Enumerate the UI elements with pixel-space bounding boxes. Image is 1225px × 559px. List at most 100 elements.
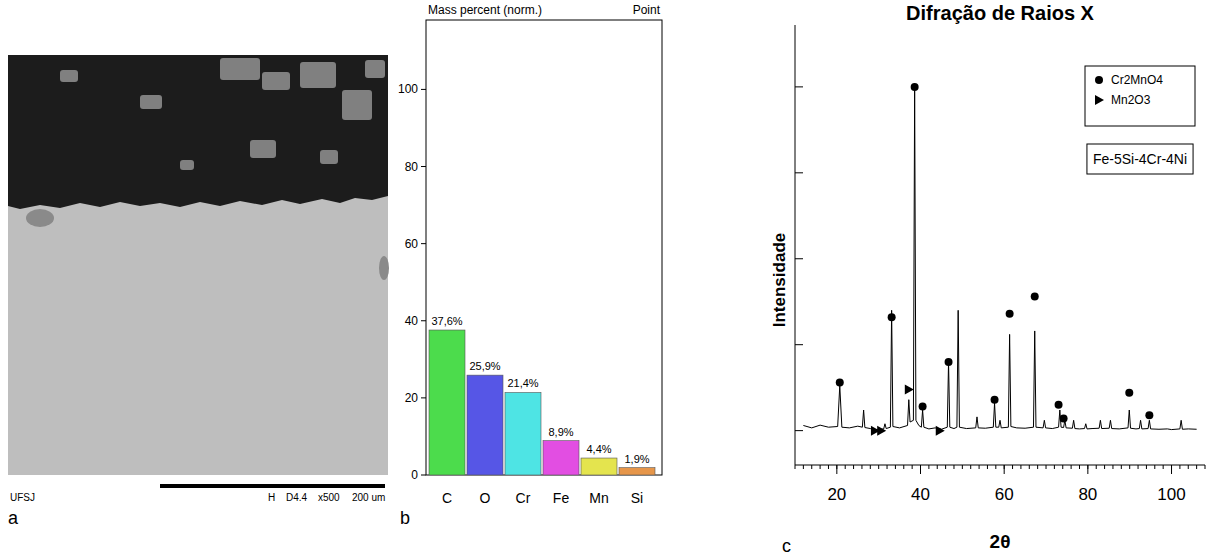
panel-label: a <box>8 508 19 528</box>
minor-tick <box>887 465 888 469</box>
minor-tick <box>1029 465 1030 469</box>
y-tick <box>795 430 803 431</box>
y-tick <box>795 258 803 259</box>
y-tick <box>795 86 803 87</box>
minor-tick <box>878 465 879 469</box>
x-tick-label: Mn <box>589 490 608 506</box>
y-tick-label: 80 <box>405 160 419 174</box>
phase-marker <box>877 426 886 436</box>
minor-tick <box>1012 465 1013 469</box>
minor-tick <box>979 465 980 469</box>
annotation-box <box>1087 144 1193 174</box>
legend-label: Mn2O3 <box>1111 93 1151 107</box>
minor-tick <box>1054 465 1055 469</box>
footer <box>8 475 388 505</box>
data-label: 8,9% <box>548 426 573 438</box>
oxide-grain <box>320 150 338 164</box>
y-tick <box>421 89 426 90</box>
y-tick <box>421 475 426 476</box>
title: Mass percent (norm.) <box>428 3 542 17</box>
phase-marker <box>945 358 953 366</box>
x-tick-label: 40 <box>911 485 930 504</box>
legend-box <box>1085 66 1195 126</box>
x-tick-label: Fe <box>553 490 570 506</box>
x-tick-label: 80 <box>1078 485 1097 504</box>
minor-tick <box>1096 465 1097 469</box>
oxide-grain <box>342 90 372 120</box>
minor-tick <box>795 465 796 469</box>
minor-tick <box>1112 465 1113 469</box>
minor-tick <box>912 465 913 469</box>
phase-marker <box>1060 415 1068 423</box>
minor-tick <box>803 465 804 469</box>
minor-tick <box>811 465 812 469</box>
minor-tick <box>1071 465 1072 469</box>
y-tick-label: 100 <box>398 82 418 96</box>
minor-tick <box>845 465 846 469</box>
minor-tick <box>1146 465 1147 469</box>
oxide-grain <box>300 62 336 88</box>
minor-tick <box>953 465 954 469</box>
phase-marker <box>1031 293 1039 301</box>
data-label: 4,4% <box>586 443 611 455</box>
x-tick-label: 100 <box>1157 485 1185 504</box>
minor-tick <box>861 465 862 469</box>
y-tick-label: 0 <box>411 468 418 482</box>
x-axis <box>795 465 1205 466</box>
micrograph: UFSJHD4.4x500200 uma <box>8 55 389 528</box>
x-tick <box>836 465 837 474</box>
footer-text: x500 <box>318 492 340 503</box>
minor-tick <box>928 465 929 469</box>
y-tick <box>421 166 426 167</box>
x-tick <box>1087 465 1088 474</box>
phase-marker <box>1006 310 1014 318</box>
bars <box>429 330 655 475</box>
minor-tick <box>1205 465 1206 469</box>
x-tick <box>1171 465 1172 474</box>
data-label: 25,9% <box>469 360 500 372</box>
oxide-grain <box>262 72 290 90</box>
minor-tick <box>1179 465 1180 469</box>
x-tick <box>1004 465 1005 474</box>
phase-marker <box>991 396 999 404</box>
footer-text: H <box>268 492 275 503</box>
plot-area <box>803 83 1196 436</box>
scale-bar <box>160 484 385 488</box>
minor-tick <box>1046 465 1047 469</box>
data-label: 21,4% <box>507 377 538 389</box>
minor-tick <box>903 465 904 469</box>
y-tick-label: 60 <box>405 237 419 251</box>
phase-marker <box>905 384 914 394</box>
minor-tick <box>895 465 896 469</box>
bar <box>467 375 503 475</box>
minor-tick <box>987 465 988 469</box>
footer-text: 200 um <box>352 492 385 503</box>
phase-marker <box>936 426 945 436</box>
x-tick-label: 20 <box>827 485 846 504</box>
substrate <box>8 55 388 475</box>
phase-marker <box>911 83 919 91</box>
phase-marker <box>1125 389 1133 397</box>
minor-tick <box>870 465 871 469</box>
y-tick-label: 20 <box>405 391 419 405</box>
minor-tick <box>937 465 938 469</box>
legend-marker <box>1095 76 1103 84</box>
minor-tick <box>1062 465 1063 469</box>
xrd-line <box>803 87 1196 430</box>
phase-marker <box>1145 411 1153 419</box>
y-tick-label: 40 <box>405 314 419 328</box>
phase-marker <box>919 403 927 411</box>
minor-tick <box>1154 465 1155 469</box>
oxide-grain <box>60 70 78 82</box>
x-tick-label: 60 <box>995 485 1014 504</box>
minor-tick <box>995 465 996 469</box>
minor-tick <box>820 465 821 469</box>
oxide-grain <box>140 95 162 109</box>
minor-tick <box>1121 465 1122 469</box>
oxide-grain <box>180 160 194 170</box>
figure: UFSJHD4.4x500200 umaMass percent (norm.)… <box>0 0 1225 559</box>
y-axis-title: Intensidade <box>770 233 789 327</box>
x-tick-label: Cr <box>516 490 531 506</box>
y-tick <box>795 344 803 345</box>
x-tick-label: Si <box>631 490 643 506</box>
